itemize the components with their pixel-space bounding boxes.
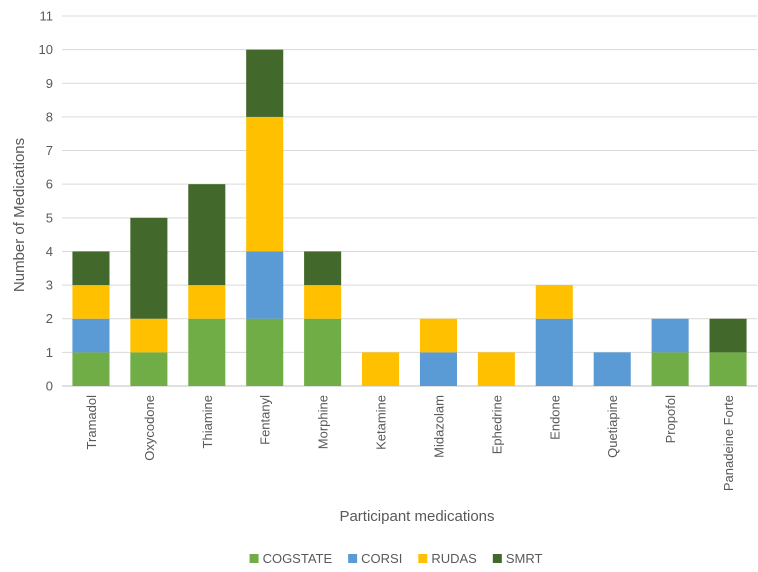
bar-smrt-fentanyl xyxy=(246,50,283,117)
bar-cogstate-thiamine xyxy=(188,319,225,386)
x-axis-title: Participant medications xyxy=(339,508,494,525)
x-tick-label: Oxycodone xyxy=(142,395,157,461)
legend-label-rudas: RUDAS xyxy=(431,551,477,566)
bar-smrt-tramadol xyxy=(72,251,109,285)
bar-cogstate-panadeine-forte xyxy=(710,352,747,386)
x-axis-ticks: Tramadol Oxycodone Thiamine Fentanyl Morphin… xyxy=(84,395,736,491)
bar-rudas-ephedrine xyxy=(478,352,515,386)
bar-rudas-ketamine xyxy=(362,352,399,386)
y-tick-label: 4 xyxy=(46,244,53,259)
bar-rudas-endone xyxy=(536,285,573,319)
bar-corsi-midazolam xyxy=(420,352,457,386)
y-tick-label: 0 xyxy=(46,379,53,394)
x-tick-label: Panadeine Forte xyxy=(721,395,736,491)
bar-corsi-fentanyl xyxy=(246,251,283,318)
bar-rudas-morphine xyxy=(304,285,341,319)
y-tick-label: 9 xyxy=(46,76,53,91)
bar-rudas-tramadol xyxy=(72,285,109,319)
legend-swatch-smrt xyxy=(493,554,502,563)
y-tick-label: 3 xyxy=(46,278,53,293)
x-tick-label: Thiamine xyxy=(200,395,215,448)
bar-cogstate-morphine xyxy=(304,319,341,386)
bar-cogstate-tramadol xyxy=(72,352,109,386)
legend: COGSTATE CORSI RUDAS SMRT xyxy=(250,551,543,566)
y-tick-label: 8 xyxy=(46,109,53,124)
x-tick-label: Ketamine xyxy=(374,395,389,450)
y-tick-label: 7 xyxy=(46,143,53,158)
legend-swatch-cogstate xyxy=(250,554,259,563)
bar-smrt-thiamine xyxy=(188,184,225,285)
x-tick-label: Quetiapine xyxy=(605,395,620,458)
legend-label-smrt: SMRT xyxy=(506,551,543,566)
y-tick-label: 1 xyxy=(46,345,53,360)
legend-swatch-corsi xyxy=(348,554,357,563)
y-tick-label: 6 xyxy=(46,177,53,192)
x-tick-label: Fentanyl xyxy=(258,395,273,445)
x-tick-label: Propofol xyxy=(663,395,678,444)
y-axis-title: Number of Medications xyxy=(11,138,28,292)
bar-rudas-oxycodone xyxy=(130,319,167,353)
bar-smrt-morphine xyxy=(304,251,341,285)
x-tick-label: Tramadol xyxy=(84,395,99,450)
bar-rudas-midazolam xyxy=(420,319,457,353)
legend-label-corsi: CORSI xyxy=(361,551,402,566)
y-tick-label: 2 xyxy=(46,311,53,326)
bar-cogstate-oxycodone xyxy=(130,352,167,386)
bar-cogstate-propofol xyxy=(652,352,689,386)
y-tick-label: 11 xyxy=(40,9,54,24)
x-tick-label: Morphine xyxy=(316,395,331,449)
legend-swatch-rudas xyxy=(418,554,427,563)
bar-smrt-panadeine-forte xyxy=(710,319,747,353)
x-tick-label: Endone xyxy=(547,395,562,440)
y-tick-label: 5 xyxy=(46,210,53,225)
bar-corsi-tramadol xyxy=(72,319,109,353)
bar-corsi-propofol xyxy=(652,319,689,353)
y-tick-label: 10 xyxy=(39,42,53,57)
legend-label-cogstate: COGSTATE xyxy=(263,551,333,566)
bar-smrt-oxycodone xyxy=(130,218,167,319)
bar-rudas-fentanyl xyxy=(246,117,283,252)
y-axis-ticks: 0 1 2 3 4 5 6 7 8 9 10 11 xyxy=(39,9,53,394)
bar-rudas-thiamine xyxy=(188,285,225,319)
bar-cogstate-fentanyl xyxy=(246,319,283,386)
x-tick-label: Midazolam xyxy=(431,395,446,458)
bar-corsi-endone xyxy=(536,319,573,386)
x-tick-label: Ephedrine xyxy=(489,395,504,454)
bar-corsi-quetiapine xyxy=(594,352,631,386)
